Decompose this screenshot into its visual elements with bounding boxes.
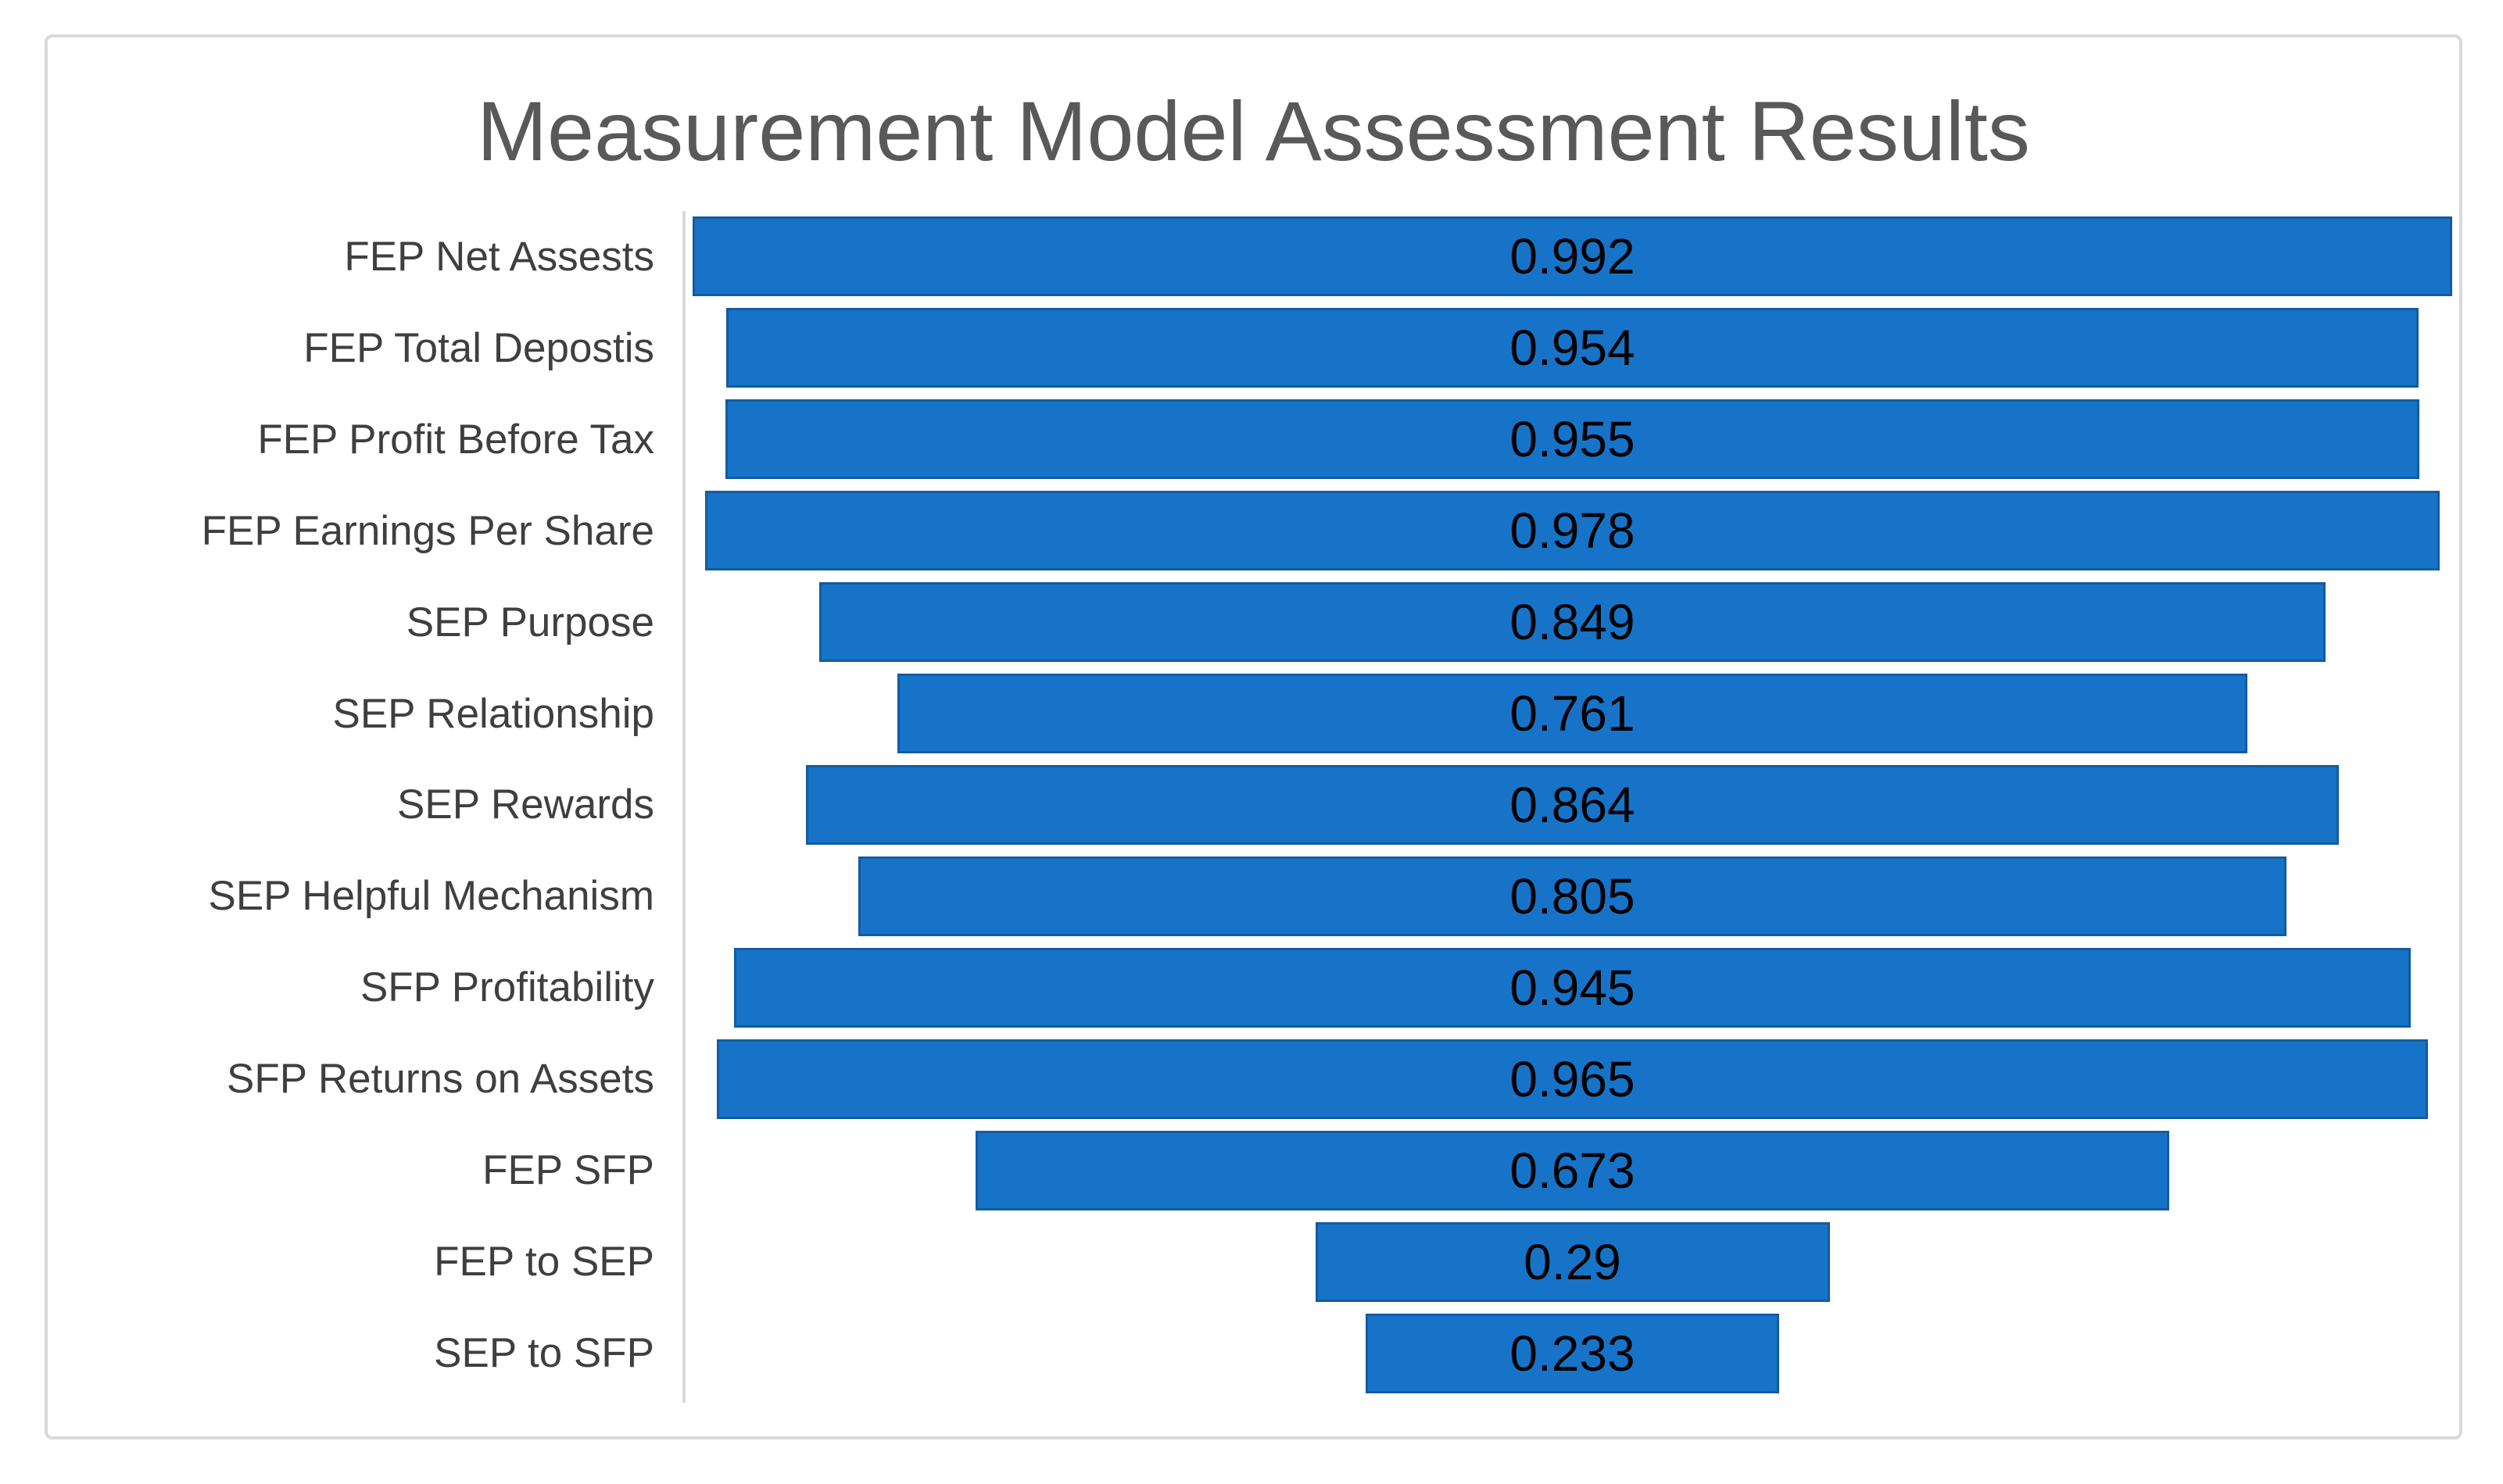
bar-row: FEP Profit Before Tax 0.955 [48,394,2459,485]
bar-value-label: 0.805 [1509,867,1635,924]
bar-row: FEP Net Assests 0.992 [48,211,2459,302]
bar-row: SEP Purpose 0.849 [48,577,2459,668]
bar: 0.761 [897,674,2247,754]
bar-value-label: 0.992 [1509,228,1635,285]
category-label: SFP Profitability [360,964,654,1011]
bar-row: SFP Returns on Assets 0.965 [48,1033,2459,1125]
chart-card: Measurement Model Assessment Results FEP… [45,34,2462,1439]
bar-row: FEP to SEP 0.29 [48,1216,2459,1307]
bar-track: 0.955 [686,394,2459,485]
bar-track: 0.849 [686,577,2459,668]
bar-value-label: 0.978 [1509,502,1635,560]
bar-value-label: 0.965 [1509,1050,1635,1107]
bar: 0.945 [734,947,2411,1028]
bar-value-label: 0.849 [1509,594,1635,651]
category-label: FEP to SEP [434,1239,654,1286]
category-label: FEP Profit Before Tax [257,416,654,463]
bar-value-label: 0.945 [1509,959,1635,1016]
bar-track: 0.673 [686,1125,2459,1216]
category-label: SFP Returns on Assets [227,1056,654,1103]
bar-row: SEP Rewards 0.864 [48,760,2459,851]
bar-track: 0.954 [686,302,2459,394]
bar-track: 0.761 [686,668,2459,760]
bar-row: SFP Profitability 0.945 [48,942,2459,1033]
bar-value-label: 0.761 [1509,685,1635,742]
category-label: FEP SFP [482,1147,654,1194]
bar-value-label: 0.673 [1509,1142,1635,1199]
bar-value-label: 0.954 [1509,320,1635,377]
bar-row: SEP to SFP 0.233 [48,1307,2459,1399]
category-label: SEP Purpose [406,599,654,645]
bar: 0.29 [1315,1221,1830,1302]
bar: 0.992 [693,216,2452,297]
category-label: FEP Earnings Per Share [201,507,654,554]
bar-row: FEP Earnings Per Share 0.978 [48,485,2459,577]
category-label: FEP Total Depostis [303,324,654,371]
bar-value-label: 0.233 [1509,1325,1635,1382]
category-label: FEP Net Assests [344,233,654,280]
bar-track: 0.965 [686,1033,2459,1125]
bar-track: 0.978 [686,485,2459,577]
bar: 0.864 [806,764,2339,845]
bar: 0.955 [725,399,2419,480]
bar: 0.805 [858,856,2286,936]
bar-value-label: 0.955 [1509,411,1635,468]
chart-title: Measurement Model Assessment Results [477,84,2030,178]
bar: 0.849 [819,582,2326,663]
category-label: SEP Rewards [397,781,654,828]
bar: 0.978 [704,491,2440,571]
bar: 0.954 [726,308,2419,388]
category-axis-line [682,211,686,1403]
category-label: SEP Relationship [332,690,654,737]
bar-track: 0.805 [686,850,2459,942]
bar-value-label: 0.29 [1524,1233,1621,1290]
plot-area: FEP Net Assests 0.992 FEP Total Depostis… [48,211,2459,1399]
bar-row: SEP Helpful Mechanism 0.805 [48,850,2459,942]
bar: 0.965 [716,1039,2429,1119]
bar-track: 0.945 [686,942,2459,1033]
bar: 0.233 [1366,1313,1779,1393]
bar-row: FEP SFP 0.673 [48,1125,2459,1216]
bar-row: SEP Relationship 0.761 [48,668,2459,760]
category-label: SEP Helpful Mechanism [208,873,654,920]
bar: 0.673 [975,1130,2170,1210]
bar-track: 0.233 [686,1307,2459,1399]
bar-track: 0.864 [686,760,2459,851]
bar-row: FEP Total Depostis 0.954 [48,302,2459,394]
category-label: SEP to SFP [434,1330,654,1377]
bar-track: 0.992 [686,211,2459,302]
bar-value-label: 0.864 [1509,776,1635,833]
bar-track: 0.29 [686,1216,2459,1307]
